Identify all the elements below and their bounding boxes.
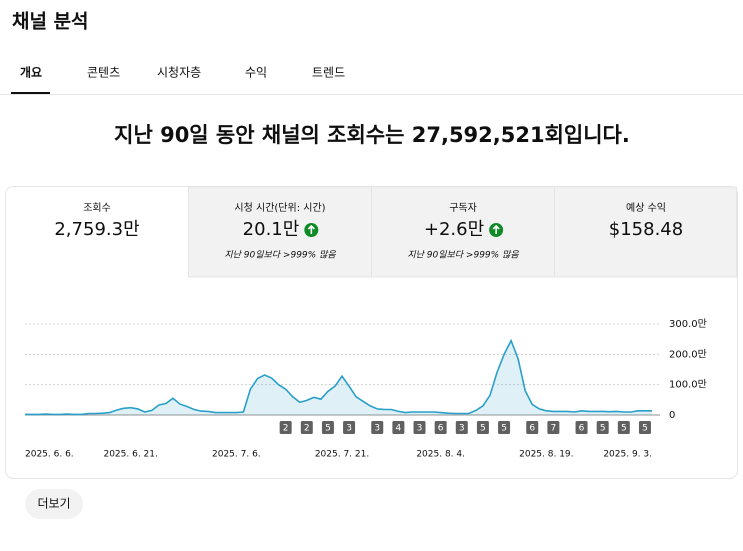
x-tick-label: 2025. 6. 6. <box>25 450 74 460</box>
tab[interactable]: 개요 <box>20 66 42 80</box>
metric-tile[interactable] <box>554 186 737 278</box>
video-marker[interactable] <box>638 421 651 434</box>
video-marker[interactable] <box>526 421 539 434</box>
metric-value: $158.48 <box>609 219 683 240</box>
video-marker-count[interactable]: 6 <box>438 424 444 434</box>
video-marker-count[interactable]: 5 <box>501 424 507 434</box>
trend-up-arrow <box>492 224 500 234</box>
more-button-label[interactable]: 더보기 <box>37 497 70 511</box>
y-tick-label: 200.0만 <box>669 348 707 360</box>
tab[interactable]: 콘텐츠 <box>87 66 120 80</box>
video-marker-count[interactable]: 2 <box>283 424 289 434</box>
video-marker[interactable] <box>413 421 426 434</box>
video-marker-count[interactable]: 2 <box>304 424 310 434</box>
x-tick-label: 2025. 8. 19. <box>519 450 573 460</box>
x-tick-label: 2025. 6. 21. <box>103 450 157 460</box>
video-marker[interactable] <box>300 421 313 434</box>
video-marker-count[interactable]: 5 <box>600 424 606 434</box>
x-tick-label: 2025. 9. 3. <box>603 450 652 460</box>
metric-tile[interactable] <box>371 186 555 278</box>
video-marker[interactable] <box>476 421 489 434</box>
metric-value: +2.6만 <box>424 219 484 240</box>
video-marker-count[interactable]: 5 <box>621 424 627 434</box>
headline: 지난 90일 동안 채널의 조회수는 27,592,521회입니다. <box>114 123 630 147</box>
video-marker[interactable] <box>371 421 384 434</box>
metric-value: 2,759.3만 <box>54 219 139 240</box>
video-marker-count[interactable]: 4 <box>396 424 402 434</box>
video-marker-count[interactable]: 3 <box>417 424 423 434</box>
metric-tile[interactable] <box>188 186 372 278</box>
video-marker-count[interactable]: 6 <box>529 424 535 434</box>
metric-note: 지난 90일보다 >999% 많음 <box>224 250 336 261</box>
video-marker-count[interactable]: 6 <box>579 424 585 434</box>
tab[interactable]: 수익 <box>245 66 267 80</box>
more-button[interactable] <box>25 489 83 519</box>
video-marker[interactable] <box>434 421 447 434</box>
video-marker-count[interactable]: 3 <box>459 424 465 434</box>
video-marker-count[interactable]: 5 <box>642 424 648 434</box>
tab-indicator <box>11 92 50 94</box>
video-marker[interactable] <box>279 421 292 434</box>
video-marker-count[interactable]: 3 <box>374 424 380 434</box>
tab[interactable]: 트렌드 <box>312 66 345 80</box>
video-marker[interactable] <box>392 421 405 434</box>
metric-label: 조회수 <box>83 202 111 214</box>
x-tick-label: 2025. 8. 4. <box>416 450 465 460</box>
video-marker-count[interactable]: 5 <box>480 424 486 434</box>
metric-note: 지난 90일보다 >999% 많음 <box>407 250 519 261</box>
y-tick-label: 300.0만 <box>669 318 707 330</box>
metric-value: 20.1만 <box>243 219 300 240</box>
y-tick-label: 100.0만 <box>669 379 707 391</box>
metric-label: 구독자 <box>449 202 477 214</box>
video-marker[interactable] <box>596 421 609 434</box>
video-marker[interactable] <box>617 421 630 434</box>
video-marker[interactable] <box>343 421 356 434</box>
video-marker[interactable] <box>498 421 511 434</box>
trend-up-arrow <box>307 224 315 234</box>
video-marker-count[interactable]: 3 <box>346 424 352 434</box>
metric-label: 예상 수익 <box>626 202 666 214</box>
line <box>25 338 652 416</box>
tab[interactable]: 시청자층 <box>157 66 201 80</box>
x-tick-label: 2025. 7. 6. <box>212 450 261 460</box>
video-marker[interactable] <box>455 421 468 434</box>
y-tick-label: 0 <box>669 410 675 421</box>
video-marker[interactable] <box>321 421 334 434</box>
video-marker-count[interactable]: 5 <box>325 424 331 434</box>
x-tick-label: 2025. 7. 21. <box>315 450 369 460</box>
area <box>25 340 652 415</box>
metric-label: 시청 시간(단위: 시간) <box>234 201 325 214</box>
page-title: 채널 분석 <box>12 11 89 33</box>
video-marker[interactable] <box>547 421 560 434</box>
video-marker-count[interactable]: 7 <box>551 424 557 434</box>
video-marker[interactable] <box>575 421 588 434</box>
